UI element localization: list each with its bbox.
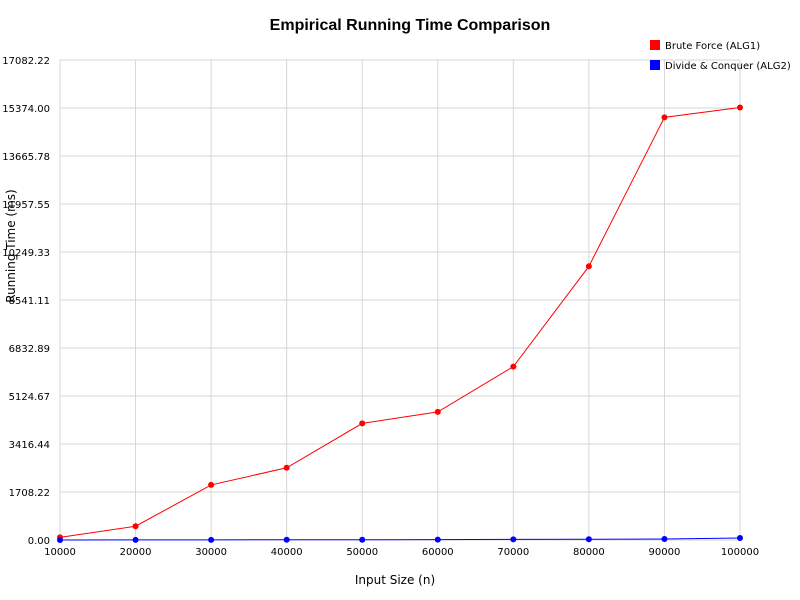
x-tick-label: 90000 [649,547,681,558]
data-point [737,535,743,542]
data-point [510,536,517,543]
x-tick-label: 20000 [120,547,152,558]
y-tick-label: 8541.11 [9,296,50,307]
y-axis-ticks: 0.00 1708.22 3416.44 5124.67 6832.89 8541.11 1… [2,56,50,547]
data-point [208,536,215,543]
series-layer [57,104,743,543]
legend: Brute Force (ALG1) Divide & Conquer (ALG2… [650,40,791,72]
x-tick-label: 70000 [497,547,529,558]
series-1 [57,104,743,541]
x-tick-label: 100000 [721,547,759,558]
x-tick-label: 10000 [44,547,76,558]
y-tick-label: 15374.00 [2,104,50,115]
x-tick-label: 40000 [271,547,303,558]
x-tick-label: 50000 [346,547,378,558]
legend-swatch [650,40,660,50]
x-tick-label: 80000 [573,547,605,558]
data-point [359,420,366,427]
data-point [359,536,366,543]
y-tick-label: 6832.89 [9,344,50,355]
data-point [283,536,290,543]
series-line [59,107,741,538]
data-point [585,536,592,543]
legend-entry: Divide & Conquer (ALG2) [665,61,791,72]
y-tick-label: 5124.67 [9,392,50,403]
y-tick-label: 10249.33 [2,248,50,259]
series-line [59,537,741,541]
y-tick-label: 11957.55 [2,200,50,211]
data-point [57,536,63,543]
data-point [661,114,668,121]
x-axis-ticks: 10000 20000 30000 40000 50000 60000 70000 80000… [44,547,759,558]
data-point [283,464,290,471]
y-tick-label: 13665.78 [2,152,50,163]
legend-entry: Brute Force (ALG1) [665,41,760,52]
data-point [661,536,668,543]
y-tick-label: 0.00 [28,536,50,547]
x-tick-label: 60000 [422,547,454,558]
data-point [208,481,215,488]
x-tick-label: 30000 [195,547,227,558]
data-point [132,523,139,530]
data-point [510,363,517,370]
data-point [434,536,441,543]
gridlines [59,59,741,541]
data-point [585,263,592,270]
y-tick-label: 1708.22 [9,488,50,499]
x-axis-label: Input Size (n) [355,573,435,587]
y-axis-label: Running Time (ms) [4,189,18,302]
y-tick-label: 3416.44 [9,440,50,451]
data-point [737,104,743,111]
data-point [132,536,139,543]
chart-title: Empirical Running Time Comparison [270,17,551,34]
series-2 [57,535,743,543]
legend-swatch [650,60,660,70]
data-point [434,408,441,415]
y-tick-label: 17082.22 [2,56,50,67]
